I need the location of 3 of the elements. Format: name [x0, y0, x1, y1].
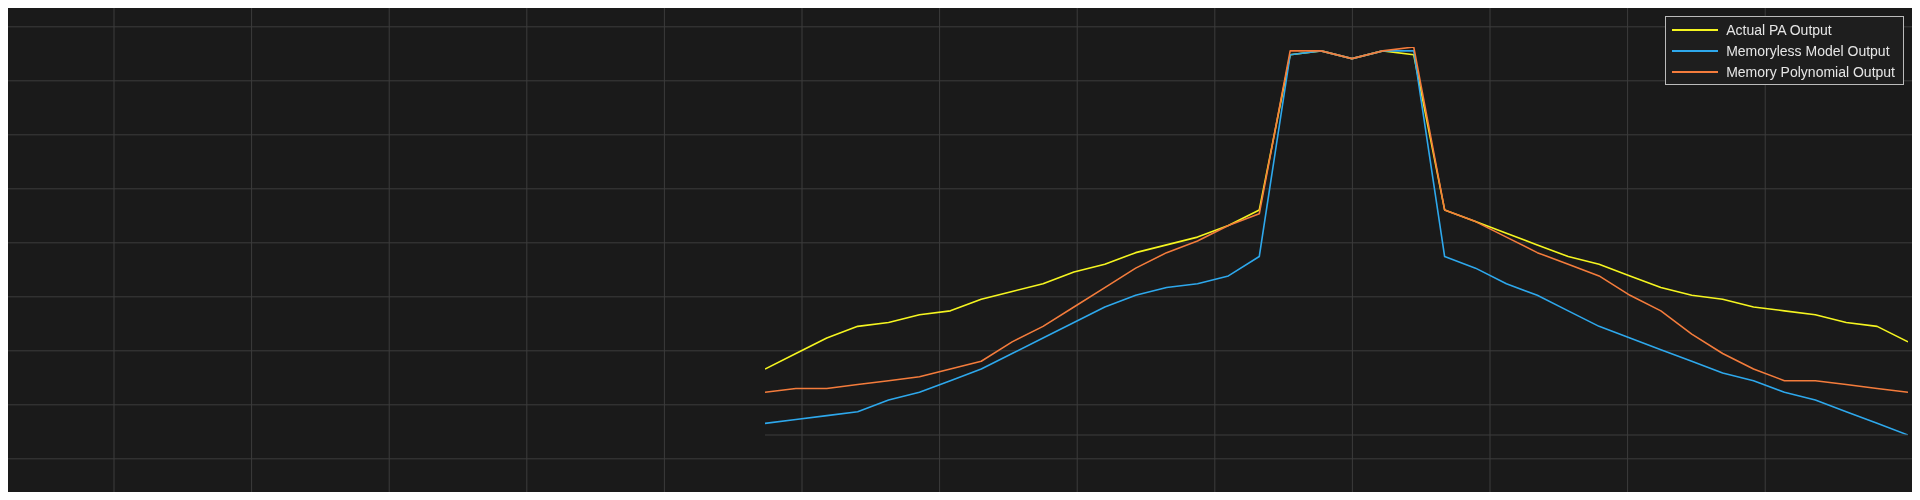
legend-label: Actual PA Output: [1726, 21, 1832, 38]
legend-label: Memoryless Model Output: [1726, 42, 1890, 59]
legend-label: Memory Polynomial Output: [1726, 63, 1895, 80]
